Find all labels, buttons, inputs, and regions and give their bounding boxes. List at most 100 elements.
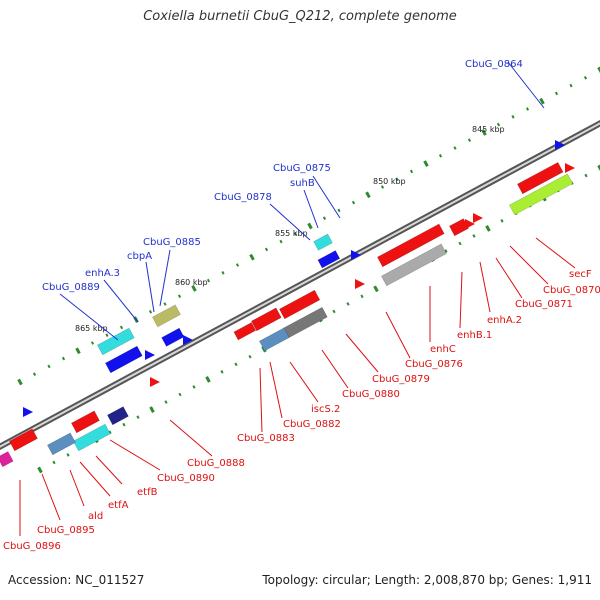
- gene-cbug-0879: [279, 289, 321, 320]
- gene-arrow-red-c: [355, 279, 365, 289]
- tick-dot: [423, 160, 429, 167]
- gene-label-enha-3: enhA.3: [85, 268, 120, 279]
- tick-dot: [177, 294, 182, 298]
- leader-line: [59, 293, 119, 341]
- gene-arrow-blue-f: [23, 407, 33, 417]
- gene-label-cbug-0889: CbuG_0889: [42, 282, 100, 293]
- gene-cbug-0890: [71, 410, 100, 434]
- tick-dot: [47, 364, 51, 369]
- gene-cbug-0870: [517, 162, 564, 195]
- tick-dot: [472, 234, 476, 238]
- top-label-leaders: [59, 61, 545, 341]
- gene-label-cbug-0875: CbuG_0875: [273, 163, 331, 174]
- leader-line: [145, 261, 155, 313]
- leader-line: [109, 439, 161, 471]
- gene-label-enhc: enhC: [430, 344, 456, 355]
- bottom-label-leaders: [19, 237, 576, 536]
- gene-label-suhb: suhB: [290, 178, 315, 189]
- scale-tick-labels: 845 kbp 850 kbp 855 kbp 860 kbp 865 kbp: [75, 125, 505, 333]
- gene-label-cbug-0895: CbuG_0895: [37, 525, 95, 536]
- tick-dot: [360, 294, 364, 299]
- leader-line: [95, 455, 123, 485]
- gene-enhc: [377, 223, 445, 268]
- gene-ald: [107, 406, 129, 426]
- gene-enha-2: [473, 213, 483, 223]
- gene-iscs-2: [251, 307, 282, 332]
- gene-arrow-blue-d: [183, 335, 193, 345]
- genome-summary-text: Topology: circular; Length: 2,008,870 bp…: [262, 573, 592, 587]
- tick-dot: [136, 415, 140, 419]
- gene-label-cbpa: cbpA: [127, 251, 152, 262]
- tick-dot: [149, 406, 155, 413]
- leader-line: [169, 419, 213, 457]
- tick-dot: [380, 185, 385, 189]
- tick-dot: [322, 216, 327, 220]
- tick-dot: [178, 392, 182, 397]
- scale-label: 850 kbp: [373, 177, 406, 186]
- map-title: Coxiella burnetii CbuG_Q212, complete ge…: [143, 9, 457, 24]
- gene-cbug-0895: [9, 428, 38, 452]
- tick-dot: [119, 325, 124, 330]
- tick-dot: [221, 271, 225, 275]
- scale-label: 845 kbp: [472, 125, 505, 134]
- gene-cbug-0889: [105, 345, 143, 374]
- tick-dot: [525, 107, 530, 111]
- tick-dot: [485, 225, 491, 232]
- tick-dot: [122, 422, 126, 427]
- tick-dot: [32, 372, 37, 376]
- gene-etfa: [47, 432, 76, 456]
- gene-label-cbug-0885: CbuG_0885: [143, 237, 201, 248]
- gene-label-cbug-0879: CbuG_0879: [372, 374, 430, 385]
- leader-line: [259, 367, 263, 433]
- tick-dot: [539, 97, 545, 105]
- gene-label-cbug-0870: CbuG_0870: [543, 285, 600, 296]
- gene-cbug-0876: [381, 243, 447, 287]
- gene-cbug-0871: [465, 219, 475, 229]
- leader-line: [69, 469, 85, 507]
- tick-dot: [453, 146, 457, 150]
- gene-features: [0, 140, 575, 468]
- gene-label-cbug-0896: CbuG_0896: [3, 541, 61, 552]
- tick-dot: [395, 177, 399, 181]
- tick-dot: [597, 66, 600, 74]
- tick-dot: [191, 285, 197, 292]
- scale-label: 860 kbp: [175, 278, 208, 287]
- tick-dot: [148, 310, 153, 314]
- tick-dot: [409, 169, 414, 174]
- gene-cbug-0888: [150, 377, 160, 387]
- gene-cbug-0864: [555, 140, 565, 150]
- leader-line: [507, 61, 545, 109]
- gene-label-etfb: etfB: [137, 487, 158, 498]
- tick-dot: [52, 460, 56, 465]
- tick-dot: [90, 341, 95, 345]
- leader-line: [321, 349, 349, 389]
- tick-dot: [164, 400, 168, 404]
- gene-label-cbug-0871: CbuG_0871: [515, 299, 573, 310]
- leader-line: [269, 203, 311, 241]
- leader-line: [509, 245, 549, 285]
- gene-arrow-blue-b: [351, 250, 361, 260]
- tick-dot: [307, 222, 313, 230]
- gene-label-cbug-0882: CbuG_0882: [283, 419, 341, 430]
- gene-label-cbug-0890: CbuG_0890: [157, 473, 215, 484]
- tick-dot: [264, 247, 269, 252]
- tick-dot: [220, 370, 224, 374]
- tick-dot: [332, 309, 336, 314]
- genome-backbone-highlight: [0, 122, 600, 448]
- tick-dot: [597, 164, 600, 172]
- tick-dot: [61, 356, 66, 361]
- gene-etfb: [73, 423, 111, 452]
- leader-line: [495, 257, 523, 299]
- tick-dot: [17, 378, 23, 386]
- tick-dot: [444, 249, 448, 253]
- leader-line: [479, 261, 491, 313]
- tick-dot: [234, 362, 238, 367]
- scale-label: 855 kbp: [275, 229, 308, 238]
- leader-line: [269, 361, 283, 419]
- gene-label-enha-2: enhA.2: [487, 315, 522, 326]
- tick-dot: [438, 154, 443, 158]
- gene-cbpa: [152, 304, 181, 328]
- leader-line: [303, 189, 319, 229]
- tick-dot: [511, 115, 515, 119]
